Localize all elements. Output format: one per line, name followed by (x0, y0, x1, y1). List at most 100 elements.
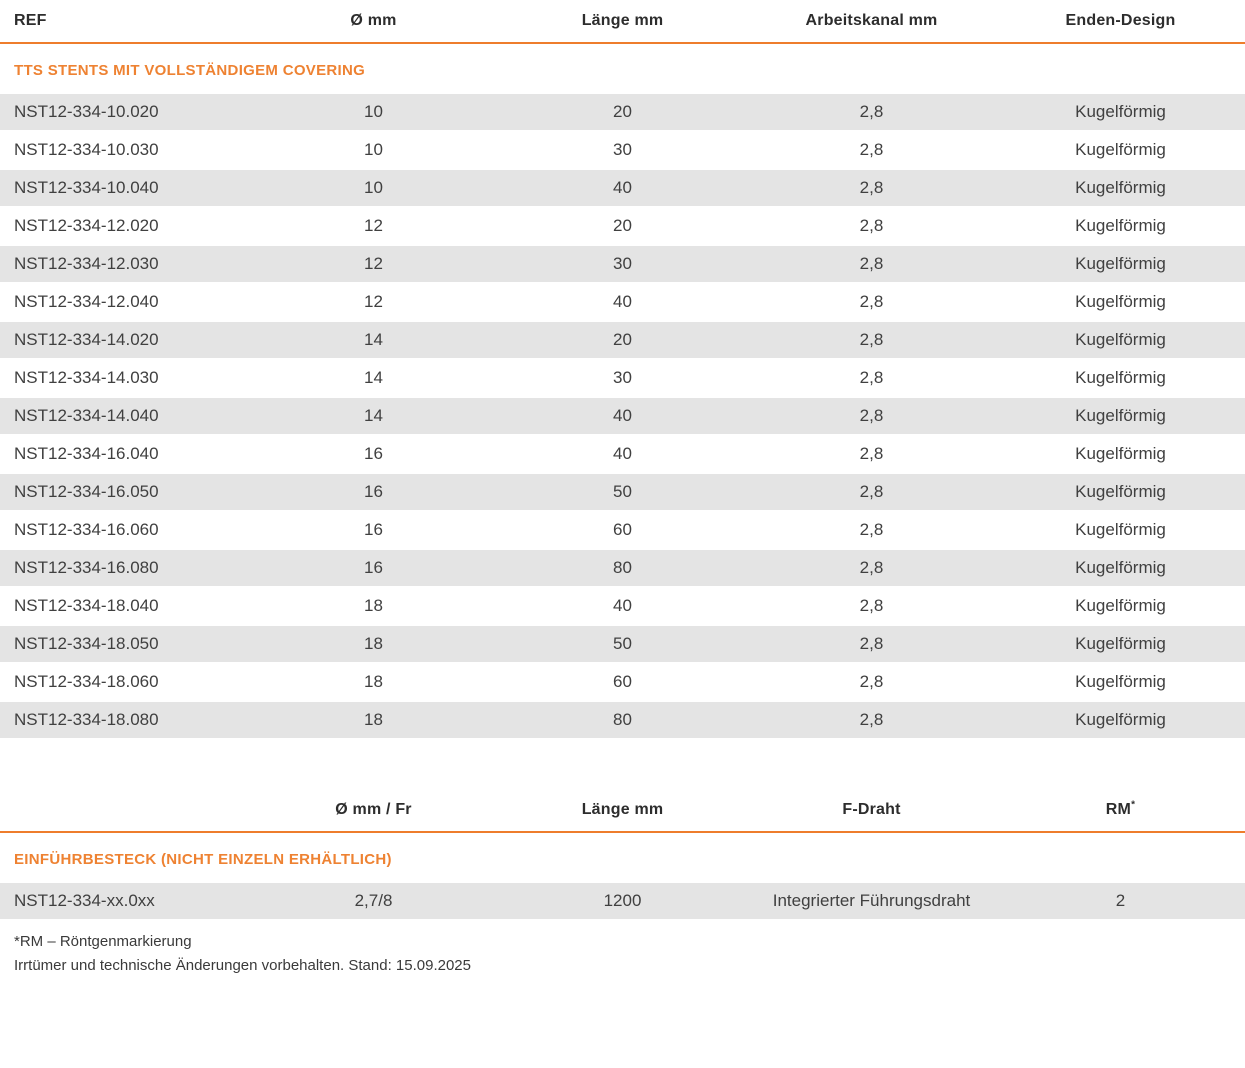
value-cell: Kugelförmig (996, 548, 1245, 588)
value-cell: 2,8 (747, 662, 996, 702)
value-cell: 1200 (498, 881, 747, 921)
section-title-row: EINFÜHRBESTECK (NICHT EINZELN ERHÄLTLICH… (0, 832, 1245, 882)
col-header-end-design: Enden-Design (996, 0, 1245, 44)
value-cell: 14 (249, 358, 498, 398)
value-cell: 2,8 (747, 206, 996, 246)
table-row: NST12-334-18.040 18 40 2,8 Kugelförmig (0, 586, 1245, 626)
value-cell: 14 (249, 396, 498, 436)
stent-spec-table: REF Ø mm Länge mm Arbeitskanal mm Enden-… (0, 0, 1245, 740)
value-cell: 60 (498, 510, 747, 550)
value-cell: 2,8 (747, 92, 996, 132)
ref-cell: NST12-334-12.030 (0, 244, 249, 284)
table-row: NST12-334-14.020 14 20 2,8 Kugelförmig (0, 320, 1245, 360)
col-header-guidewire: F-Draht (747, 789, 996, 833)
footnotes: *RM – Röntgenmarkierung Irrtümer und tec… (0, 930, 1245, 978)
value-cell: 80 (498, 548, 747, 588)
value-cell: Kugelförmig (996, 206, 1245, 246)
ref-cell: NST12-334-10.040 (0, 168, 249, 208)
ref-cell: NST12-334-xx.0xx (0, 881, 249, 921)
col-header-working-channel: Arbeitskanal mm (747, 0, 996, 44)
value-cell: 12 (249, 244, 498, 284)
value-cell: Kugelförmig (996, 282, 1245, 322)
value-cell: 2,8 (747, 244, 996, 284)
value-cell: 18 (249, 700, 498, 740)
value-cell: Kugelförmig (996, 624, 1245, 664)
ref-cell: NST12-334-16.060 (0, 510, 249, 550)
value-cell: 2,8 (747, 510, 996, 550)
value-cell: 20 (498, 92, 747, 132)
col-header-diameter: Ø mm (249, 0, 498, 44)
section-title: TTS STENTS MIT VOLLSTÄNDIGEM COVERING (14, 62, 366, 79)
value-cell: Kugelförmig (996, 244, 1245, 284)
table-row: NST12-334-14.030 14 30 2,8 Kugelförmig (0, 358, 1245, 398)
table-row: NST12-334-18.050 18 50 2,8 Kugelförmig (0, 624, 1245, 664)
rm-label: RM (1105, 801, 1132, 818)
col-header-blank (0, 789, 249, 833)
value-cell: Integrierter Führungsdraht (747, 881, 996, 921)
value-cell: Kugelförmig (996, 586, 1245, 626)
value-cell: 80 (498, 700, 747, 740)
table-row: NST12-334-10.020 10 20 2,8 Kugelförmig (0, 92, 1245, 132)
table-row: NST12-334-12.030 12 30 2,8 Kugelförmig (0, 244, 1245, 284)
ref-cell: NST12-334-12.040 (0, 282, 249, 322)
value-cell: 16 (249, 510, 498, 550)
value-cell: 40 (498, 168, 747, 208)
value-cell: Kugelförmig (996, 130, 1245, 170)
table-row: NST12-334-12.020 12 20 2,8 Kugelförmig (0, 206, 1245, 246)
ref-cell: NST12-334-18.060 (0, 662, 249, 702)
value-cell: 18 (249, 586, 498, 626)
value-cell: 16 (249, 434, 498, 474)
table-row: NST12-334-14.040 14 40 2,8 Kugelförmig (0, 396, 1245, 436)
value-cell: Kugelförmig (996, 434, 1245, 474)
header-row: Ø mm / Fr Länge mm F-Draht RM* (0, 789, 1245, 833)
value-cell: Kugelförmig (996, 92, 1245, 132)
value-cell: 2,8 (747, 434, 996, 474)
table-row: NST12-334-12.040 12 40 2,8 Kugelförmig (0, 282, 1245, 322)
value-cell: Kugelförmig (996, 662, 1245, 702)
table-row: NST12-334-18.080 18 80 2,8 Kugelförmig (0, 700, 1245, 740)
value-cell: 20 (498, 320, 747, 360)
ref-cell: NST12-334-18.040 (0, 586, 249, 626)
col-header-rm: RM* (996, 789, 1245, 833)
footnote-rm: *RM – Röntgenmarkierung (14, 933, 192, 950)
ref-cell: NST12-334-18.050 (0, 624, 249, 664)
value-cell: 50 (498, 472, 747, 512)
value-cell: 14 (249, 320, 498, 360)
value-cell: Kugelförmig (996, 358, 1245, 398)
value-cell: 10 (249, 92, 498, 132)
value-cell: 2,8 (747, 130, 996, 170)
value-cell: 2,8 (747, 320, 996, 360)
value-cell: 2,8 (747, 472, 996, 512)
value-cell: 16 (249, 472, 498, 512)
value-cell: 18 (249, 662, 498, 702)
value-cell: 40 (498, 282, 747, 322)
value-cell: 10 (249, 168, 498, 208)
footnote-disclaimer: Irrtümer und technische Änderungen vorbe… (14, 957, 471, 974)
ref-cell: NST12-334-12.020 (0, 206, 249, 246)
table-row: NST12-334-10.040 10 40 2,8 Kugelförmig (0, 168, 1245, 208)
ref-cell: NST12-334-16.040 (0, 434, 249, 474)
value-cell: Kugelförmig (996, 168, 1245, 208)
section-title: EINFÜHRBESTECK (NICHT EINZELN ERHÄLTLICH… (14, 851, 392, 868)
value-cell: 30 (498, 244, 747, 284)
col-header-diameter-fr: Ø mm / Fr (249, 789, 498, 833)
value-cell: 16 (249, 548, 498, 588)
ref-cell: NST12-334-16.080 (0, 548, 249, 588)
table-row: NST12-334-xx.0xx 2,7/8 1200 Integrierter Fü… (0, 881, 1245, 921)
ref-cell: NST12-334-10.030 (0, 130, 249, 170)
value-cell: 2,8 (747, 282, 996, 322)
value-cell: 60 (498, 662, 747, 702)
ref-cell: NST12-334-18.080 (0, 700, 249, 740)
value-cell: 20 (498, 206, 747, 246)
ref-cell: NST12-334-14.040 (0, 396, 249, 436)
table-row: NST12-334-16.040 16 40 2,8 Kugelförmig (0, 434, 1245, 474)
table-row: NST12-334-10.030 10 30 2,8 Kugelförmig (0, 130, 1245, 170)
rm-asterisk: * (1131, 799, 1136, 811)
value-cell: 50 (498, 624, 747, 664)
col-header-length: Länge mm (498, 789, 747, 833)
value-cell: 30 (498, 130, 747, 170)
value-cell: 2 (996, 881, 1245, 921)
value-cell: 2,8 (747, 396, 996, 436)
value-cell: 40 (498, 586, 747, 626)
value-cell: 2,7/8 (249, 881, 498, 921)
